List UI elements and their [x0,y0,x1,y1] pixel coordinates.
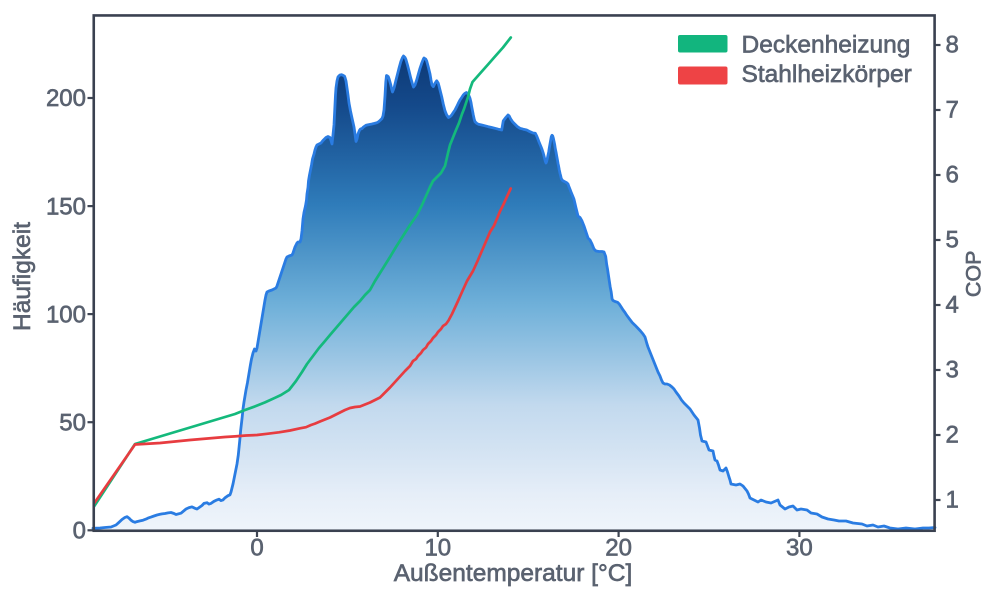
svg-text:200: 200 [46,85,86,112]
svg-text:50: 50 [59,409,86,436]
svg-text:Deckenheizung: Deckenheizung [742,32,911,59]
svg-text:7: 7 [946,97,959,124]
svg-text:30: 30 [786,534,813,561]
svg-text:3: 3 [946,357,959,384]
svg-text:10: 10 [424,534,451,561]
svg-text:8: 8 [946,32,959,59]
svg-text:5: 5 [946,227,959,254]
svg-text:Häufigkeit: Häufigkeit [9,222,36,331]
svg-text:COP: COP [962,251,986,298]
svg-text:100: 100 [46,301,86,328]
svg-text:6: 6 [946,162,959,189]
svg-text:2: 2 [946,422,959,449]
svg-text:0: 0 [250,534,263,561]
svg-text:150: 150 [46,193,86,220]
svg-text:Stahlheizkörper: Stahlheizkörper [742,61,912,88]
svg-text:0: 0 [73,518,86,545]
svg-text:1: 1 [946,487,959,514]
svg-text:20: 20 [605,534,632,561]
svg-text:Außentemperatur [°C]: Außentemperatur [°C] [394,560,633,587]
svg-text:4: 4 [946,292,959,319]
